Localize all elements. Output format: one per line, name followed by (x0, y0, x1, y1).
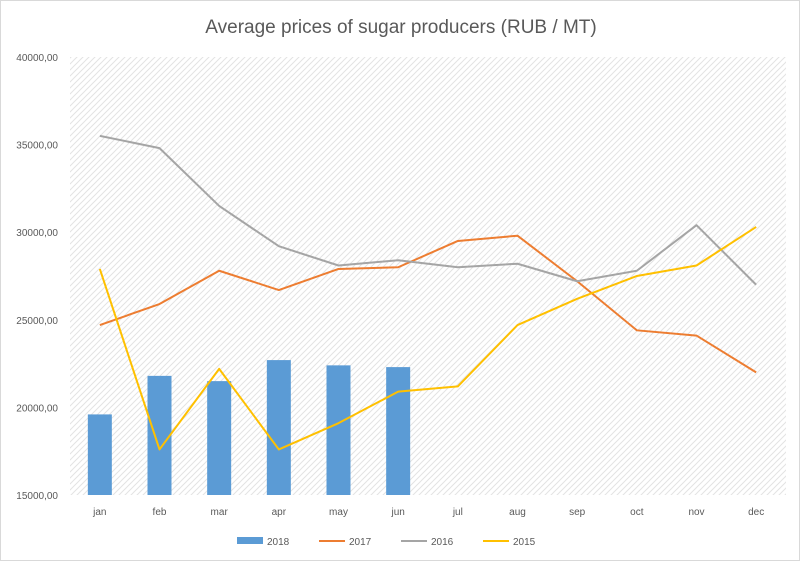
chart-title: Average prices of sugar producers (RUB /… (205, 17, 596, 38)
bar-2018 (87, 414, 112, 495)
legend-label-2017: 2017 (349, 537, 372, 548)
y-tick-label: 35000,00 (16, 141, 58, 152)
bar-2018 (386, 367, 411, 495)
line-series (98, 134, 757, 451)
legend: 2018 2017 2016 2015 (237, 537, 536, 548)
line-2015 (98, 226, 757, 451)
y-tick-label: 30000,00 (16, 228, 58, 239)
y-tick-label: 15000,00 (16, 491, 58, 502)
plot-area (70, 57, 786, 495)
bar-2018 (207, 381, 232, 495)
y-tick-label: 25000,00 (16, 316, 58, 327)
x-tick-label: sep (569, 507, 586, 518)
legend-label-2015: 2015 (513, 537, 536, 548)
legend-label-2018: 2018 (267, 537, 290, 548)
x-tick-label: nov (688, 507, 704, 518)
x-tick-label: aug (509, 507, 526, 518)
legend-swatch-2018 (237, 537, 263, 544)
y-axis-ticks: 15000,00 20000,00 25000,00 30000,00 35000,00… (16, 53, 58, 502)
y-tick-label: 40000,00 (16, 53, 58, 64)
line-2016 (99, 134, 757, 286)
x-tick-label: apr (272, 507, 287, 518)
x-tick-label: jun (390, 507, 404, 518)
bar-2018 (266, 360, 291, 495)
x-tick-label: jul (452, 507, 463, 518)
x-axis-ticks: jan feb mar apr may jun jul aug sep oct nov dec (92, 507, 764, 518)
bar-2018 (147, 375, 172, 495)
legend-label-2016: 2016 (431, 537, 454, 548)
x-tick-label: oct (630, 507, 644, 518)
x-tick-label: dec (748, 507, 764, 518)
x-tick-label: may (329, 507, 348, 518)
y-tick-label: 20000,00 (16, 403, 58, 414)
x-tick-label: feb (153, 507, 167, 518)
line-2017 (99, 234, 757, 374)
bars-2018 (87, 360, 411, 495)
x-tick-label: mar (211, 507, 229, 518)
bar-2018 (326, 365, 351, 495)
x-tick-label: jan (92, 507, 106, 518)
